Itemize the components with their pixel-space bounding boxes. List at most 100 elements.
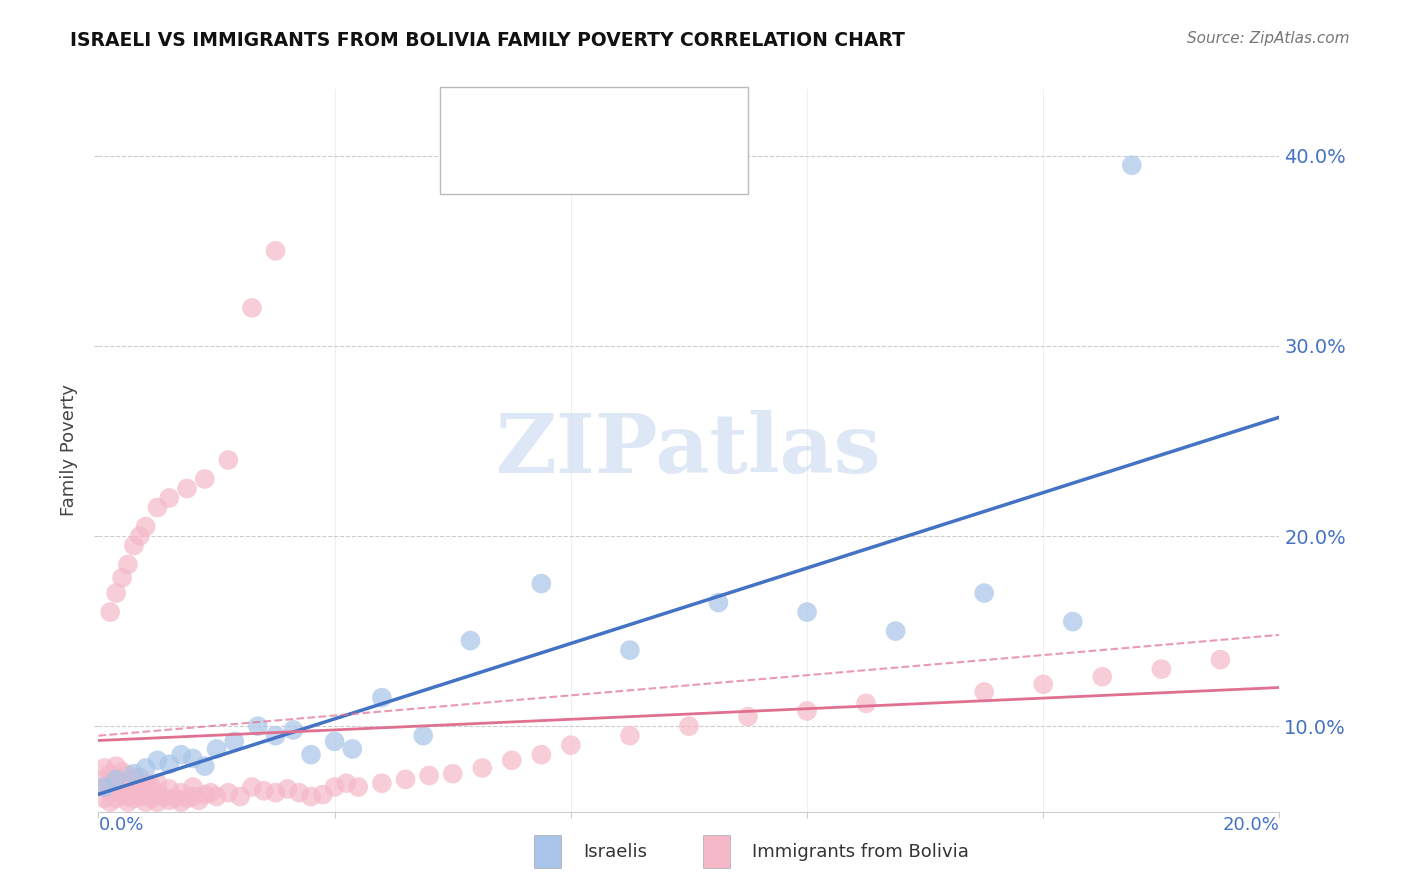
Text: 0.0%: 0.0% — [98, 816, 143, 834]
Point — [128, 789, 150, 804]
Point — [246, 719, 269, 733]
Point — [111, 776, 134, 790]
Point — [312, 788, 335, 802]
Point — [111, 764, 134, 779]
Y-axis label: Family Poverty: Family Poverty — [60, 384, 79, 516]
Point — [371, 690, 394, 705]
Point — [105, 586, 128, 600]
Point — [157, 491, 180, 505]
Point — [1062, 615, 1084, 629]
Point — [796, 605, 818, 619]
Point — [128, 529, 150, 543]
Point — [253, 784, 276, 798]
Point — [194, 759, 217, 773]
Point — [441, 766, 464, 780]
Point — [128, 781, 150, 796]
Point — [471, 761, 494, 775]
Text: 0.074: 0.074 — [538, 149, 600, 169]
Point — [128, 771, 150, 785]
Point — [176, 482, 198, 496]
Point — [98, 795, 121, 809]
Text: 0.511: 0.511 — [538, 104, 600, 124]
Point — [98, 776, 121, 790]
Point — [855, 696, 877, 710]
Point — [135, 795, 157, 809]
Point — [135, 519, 157, 533]
Text: 90: 90 — [647, 149, 673, 169]
Point — [122, 766, 145, 780]
Point — [678, 719, 700, 733]
Point — [98, 605, 121, 619]
Point — [200, 786, 222, 800]
Point — [1150, 662, 1173, 676]
Point — [264, 244, 287, 258]
Point — [288, 786, 311, 800]
Point — [105, 771, 128, 785]
Point — [323, 734, 346, 748]
Point — [111, 786, 134, 800]
Point — [146, 776, 169, 790]
Point — [194, 788, 217, 802]
Point — [93, 761, 115, 775]
Point — [146, 753, 169, 767]
Point — [276, 781, 298, 796]
Point — [141, 780, 163, 794]
Point — [299, 789, 322, 804]
Point — [283, 723, 305, 737]
Point — [105, 780, 128, 794]
Point — [217, 453, 239, 467]
Point — [135, 776, 157, 790]
Point — [117, 769, 139, 783]
Point — [205, 789, 228, 804]
Point — [146, 788, 169, 802]
Point — [973, 685, 995, 699]
Point — [619, 643, 641, 657]
Text: ISRAELI VS IMMIGRANTS FROM BOLIVIA FAMILY POVERTY CORRELATION CHART: ISRAELI VS IMMIGRANTS FROM BOLIVIA FAMIL… — [70, 31, 905, 50]
Point — [146, 795, 169, 809]
Point — [176, 791, 198, 805]
Point — [157, 757, 180, 772]
Point — [394, 772, 416, 787]
Point — [796, 704, 818, 718]
Point — [122, 539, 145, 553]
Point — [93, 780, 115, 794]
Text: Source: ZipAtlas.com: Source: ZipAtlas.com — [1187, 31, 1350, 46]
Point — [737, 709, 759, 723]
Point — [973, 586, 995, 600]
Point — [141, 791, 163, 805]
Point — [117, 558, 139, 572]
Point — [98, 786, 121, 800]
Point — [1209, 652, 1232, 666]
Point — [122, 791, 145, 805]
Point — [187, 793, 209, 807]
Text: R =: R = — [488, 149, 530, 169]
Point — [135, 786, 157, 800]
Point — [152, 789, 174, 804]
Point — [1032, 677, 1054, 691]
Point — [342, 742, 364, 756]
Point — [335, 776, 357, 790]
Point — [157, 793, 180, 807]
Text: 20.0%: 20.0% — [1223, 816, 1279, 834]
Point — [122, 784, 145, 798]
Point — [93, 780, 115, 794]
Point — [122, 772, 145, 787]
Point — [157, 781, 180, 796]
Point — [264, 729, 287, 743]
Point — [299, 747, 322, 762]
Text: Israelis: Israelis — [583, 843, 648, 861]
Point — [240, 301, 263, 315]
Point — [117, 795, 139, 809]
Point — [460, 633, 482, 648]
Point — [98, 766, 121, 780]
Point — [240, 780, 263, 794]
Point — [117, 780, 139, 794]
Point — [181, 789, 204, 804]
Point — [217, 786, 239, 800]
Point — [347, 780, 370, 794]
Text: R =: R = — [488, 104, 530, 124]
Text: 28: 28 — [647, 104, 673, 124]
Point — [530, 747, 553, 762]
Point — [224, 734, 246, 748]
Point — [884, 624, 907, 639]
